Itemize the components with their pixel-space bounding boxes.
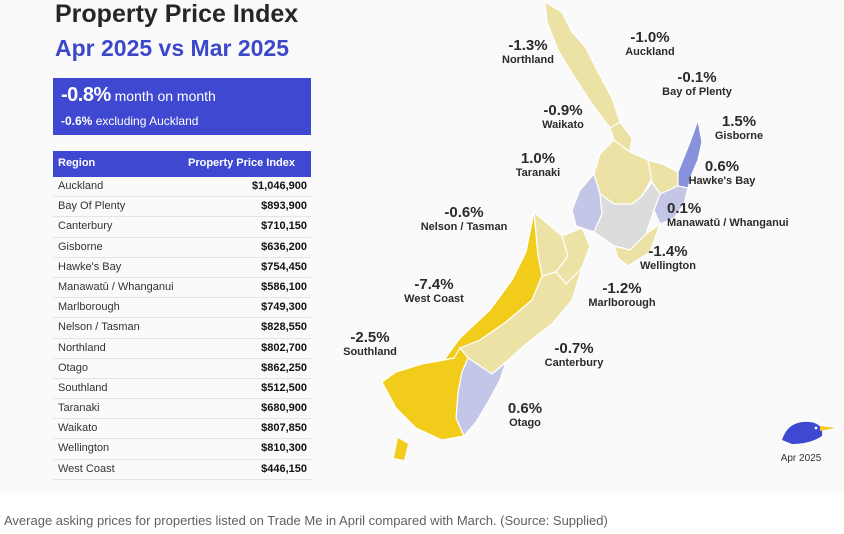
row-value: $754,450 (261, 260, 307, 273)
row-value: $710,150 (261, 220, 307, 233)
table-row: Taranaki $680,900 (53, 399, 311, 420)
infographic-panel: Property Price Index Apr 2025 vs Mar 202… (53, 0, 835, 480)
row-region: Otago (58, 361, 88, 374)
region-change-west-coast: -7.4% (414, 276, 453, 293)
row-value: $802,700 (261, 341, 307, 354)
row-region: Hawke's Bay (58, 260, 122, 273)
row-region: Taranaki (58, 402, 100, 415)
region-name-marlborough: Marlborough (588, 297, 655, 309)
region-change-manawat-whanganui: 0.1% (667, 200, 701, 217)
region-change-auckland: -1.0% (630, 29, 669, 46)
region-shape-wellington (613, 222, 662, 267)
region-change-canterbury: -0.7% (554, 340, 593, 357)
region-change-taranaki: 1.0% (521, 150, 555, 167)
table-row: Northland $802,700 (53, 339, 311, 359)
row-region: Manawatū / Whanganui (58, 280, 174, 293)
region-name-west-coast: West Coast (404, 293, 464, 305)
row-region: Waikato (58, 422, 98, 435)
region-name-otago: Otago (509, 417, 541, 429)
summary-subline: -0.6% excluding Auckland (61, 114, 198, 128)
row-region: West Coast (58, 462, 115, 475)
row-region: Northland (58, 341, 106, 354)
region-name-bay-of-plenty: Bay of Plenty (662, 86, 733, 98)
row-region: Marlborough (58, 301, 120, 314)
row-value: $810,300 (261, 442, 307, 455)
headline-value: -0.8% (61, 84, 111, 106)
table-header: Region Property Price Index (53, 151, 311, 177)
row-value: $446,150 (261, 462, 307, 475)
region-name-southland: Southland (343, 346, 397, 358)
region-change-northland: -1.3% (508, 37, 547, 54)
row-region: Bay Of Plenty (58, 200, 126, 213)
region-change-marlborough: -1.2% (602, 280, 641, 297)
row-value: $828,550 (261, 321, 307, 334)
table-row: Auckland $1,046,900 (53, 177, 311, 198)
row-value: $680,900 (261, 402, 307, 415)
region-name-hawke-s-bay: Hawke's Bay (689, 175, 757, 187)
table-row: Hawke's Bay $754,450 (53, 258, 311, 278)
region-change-nelson-tasman: -0.6% (444, 204, 483, 221)
table-row: Otago $862,250 (53, 359, 311, 379)
region-name-northland: Northland (502, 54, 554, 66)
region-change-hawke-s-bay: 0.6% (705, 158, 739, 175)
row-region: Nelson / Tasman (58, 321, 140, 334)
table-row: Canterbury $710,150 (53, 217, 311, 238)
table-row: Nelson / Tasman $828,550 (53, 318, 311, 339)
table-row: Gisborne $636,200 (53, 238, 311, 258)
region-name-wellington: Wellington (640, 260, 696, 272)
table-row: Waikato $807,850 (53, 419, 311, 440)
region-name-taranaki: Taranaki (516, 167, 560, 179)
column-header-index: Property Price Index (188, 157, 295, 169)
map-date-label: Apr 2025 (781, 453, 822, 464)
region-change-otago: 0.6% (508, 400, 542, 417)
row-region: Canterbury (58, 220, 113, 233)
table-row: Marlborough $749,300 (53, 298, 311, 319)
image-caption: Average asking prices for properties lis… (4, 513, 608, 528)
column-header-region: Region (58, 157, 96, 169)
region-change-bay-of-plenty: -0.1% (677, 69, 716, 86)
row-value: $512,500 (261, 381, 307, 394)
table-row: West Coast $446,150 (53, 460, 311, 480)
sub-value: -0.6% (61, 114, 93, 128)
row-region: Gisborne (58, 240, 103, 253)
region-name-nelson-tasman: Nelson / Tasman (421, 221, 508, 233)
price-index-table: Region Property Price Index Auckland $1,0… (53, 151, 311, 480)
row-value: $862,250 (261, 361, 307, 374)
summary-box: -0.8% month on month -0.6% excluding Auc… (53, 78, 311, 135)
row-value: $893,900 (261, 200, 307, 213)
table-row: Bay Of Plenty $893,900 (53, 197, 311, 218)
table-row: Manawatū / Whanganui $586,100 (53, 278, 311, 299)
region-change-wellington: -1.4% (648, 243, 687, 260)
kiwi-bird-icon (782, 421, 835, 444)
page-title: Property Price Index (55, 0, 299, 28)
row-region: Auckland (58, 180, 104, 192)
table-row: Wellington $810,300 (53, 439, 311, 460)
region-name-canterbury: Canterbury (545, 357, 605, 369)
page-subtitle: Apr 2025 vs Mar 2025 (55, 35, 289, 61)
summary-headline: -0.8% month on month (61, 84, 216, 107)
table-row: Southland $512,500 (53, 379, 311, 400)
nz-region-map: -1.3%Northland -1.0%Auckland-0.1%Bay of P… (343, 0, 835, 464)
row-value: $749,300 (261, 301, 307, 314)
row-region: Wellington (58, 442, 110, 455)
row-region: Southland (58, 381, 108, 394)
row-value: $636,200 (261, 240, 307, 253)
region-name-gisborne: Gisborne (715, 130, 763, 142)
region-change-waikato: -0.9% (543, 102, 582, 119)
region-shape-southland (381, 346, 469, 441)
row-value: $807,850 (261, 422, 307, 435)
region-shape-hawke-s-bay (653, 185, 689, 225)
region-change-southland: -2.5% (350, 329, 389, 346)
region-change-gisborne: 1.5% (722, 113, 756, 130)
headline-text: month on month (114, 88, 216, 104)
region-name-waikato: Waikato (542, 119, 584, 131)
region-shape-stewart-island (394, 438, 408, 460)
region-name-auckland: Auckland (625, 46, 675, 58)
row-value: $586,100 (261, 280, 307, 293)
row-value: $1,046,900 (251, 180, 307, 192)
sub-text: excluding Auckland (95, 114, 199, 128)
region-name-manawat-whanganui: Manawatū / Whanganui (667, 217, 789, 229)
